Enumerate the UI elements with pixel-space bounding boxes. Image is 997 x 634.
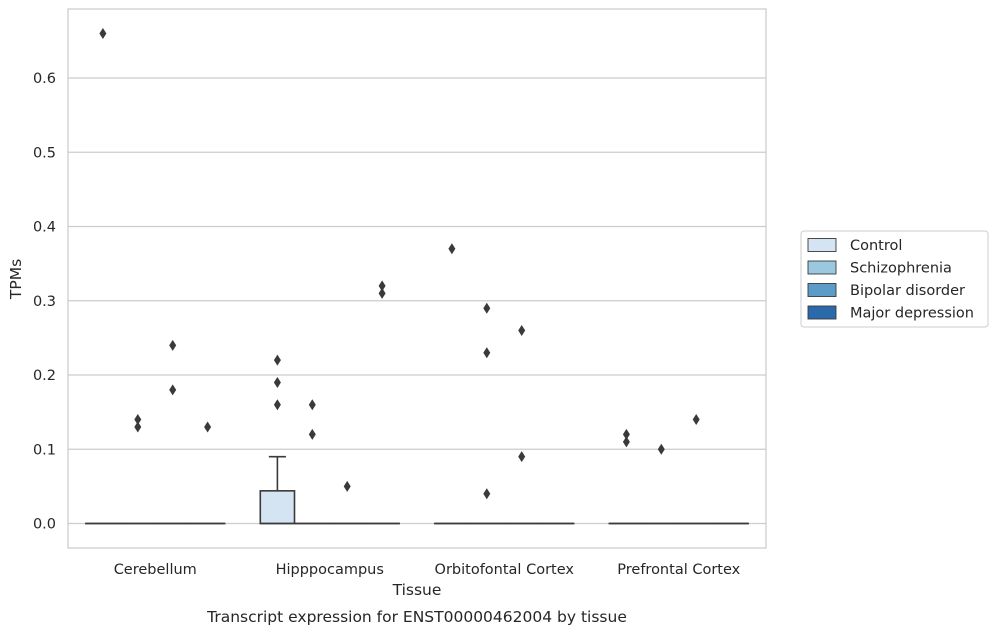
outlier-point (483, 347, 491, 359)
box-group (189, 421, 226, 525)
outlier-point (134, 421, 142, 433)
x-tick-label: Prefrontal Cortex (617, 562, 740, 578)
outlier-point (343, 480, 351, 492)
outlier-point (308, 399, 316, 411)
outlier-point (378, 280, 386, 292)
outlier-point (448, 243, 456, 255)
legend-swatch (807, 238, 837, 252)
y-ticks: 0.0 0.1 0.2 0.3 0.4 0.5 0.6 (33, 71, 56, 532)
x-axis-title: Tissue (392, 581, 442, 599)
y-tick-label: 0.2 (33, 368, 56, 384)
y-tick-label: 0.4 (33, 220, 56, 236)
outlier-point (204, 421, 212, 433)
outlier-point (483, 302, 491, 314)
plot-frame (67, 8, 767, 549)
legend-frame (800, 230, 989, 328)
legend-swatch (807, 283, 837, 297)
chart-caption: Transcript expression for ENST0000046200… (206, 608, 627, 626)
legend-label: Bipolar disorder (850, 283, 965, 299)
box-group (364, 280, 401, 525)
outlier-point (134, 414, 142, 426)
box (259, 490, 296, 525)
legend: Control Schizophrenia Bipolar disorder Majo… (800, 230, 989, 328)
box-group (678, 414, 715, 525)
outlier-point (99, 28, 107, 39)
outlier-point (308, 428, 316, 440)
y-axis-title: TPMs (7, 259, 25, 300)
legend-label: Major depression (850, 306, 974, 322)
box-marks (84, 28, 750, 525)
outlier-point (273, 399, 281, 411)
grid (68, 77, 766, 525)
box-group (259, 354, 296, 525)
legend-label: Control (850, 238, 902, 254)
outlier-point (273, 376, 281, 388)
outlier-point (622, 436, 630, 448)
outlier-point (169, 384, 177, 396)
legend-label: Schizophrenia (850, 261, 952, 277)
outlier-point (657, 443, 665, 455)
legend-swatch (807, 260, 837, 275)
y-tick-label: 0.5 (33, 145, 56, 161)
y-tick-label: 0.6 (33, 71, 56, 87)
y-tick-label: 0.1 (33, 442, 56, 458)
outlier-point (622, 428, 630, 440)
outlier-point (483, 488, 491, 500)
outlier-point (169, 339, 177, 351)
outlier-point (692, 414, 700, 426)
legend-swatch (807, 305, 837, 320)
plot-background (68, 9, 766, 548)
outlier-point (518, 324, 526, 336)
x-tick-label: Hipppocampus (276, 562, 384, 578)
box-group (154, 339, 191, 525)
x-ticks: Cerebellum Hipppocampus Orbitofontal Corte… (114, 562, 741, 578)
outlier-point (378, 287, 386, 299)
outlier-point (273, 354, 281, 366)
outlier-point (518, 451, 526, 463)
x-tick-label: Orbitofontal Cortex (435, 562, 575, 578)
x-tick-label: Cerebellum (114, 562, 197, 578)
y-tick-label: 0.3 (33, 294, 56, 310)
y-tick-label: 0.0 (33, 517, 56, 533)
